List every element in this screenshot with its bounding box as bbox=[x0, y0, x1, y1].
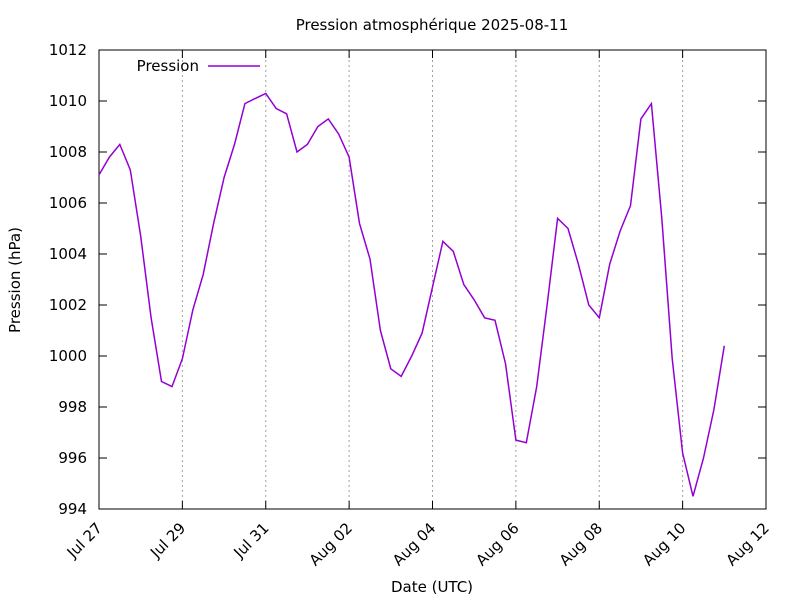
data-line bbox=[98, 92, 726, 497]
y-tick-label: 1012 bbox=[49, 41, 87, 59]
legend-label: Pression bbox=[137, 57, 199, 75]
y-tick-label: 1008 bbox=[49, 143, 87, 161]
y-tick-label: 1006 bbox=[49, 194, 87, 212]
x-axis-label: Date (UTC) bbox=[391, 578, 473, 596]
y-axis-label: Pression (hPa) bbox=[6, 227, 24, 333]
y-tick-label: 998 bbox=[58, 398, 87, 416]
y-tick-label: 1010 bbox=[49, 92, 87, 110]
y-tick-label: 1000 bbox=[49, 347, 87, 365]
plot-frame bbox=[98, 49, 767, 510]
y-tick-label: 994 bbox=[58, 500, 87, 518]
y-tick-label: 1004 bbox=[49, 245, 87, 263]
y-tick-label: 1002 bbox=[49, 296, 87, 314]
chart-title: Pression atmosphérique 2025-08-11 bbox=[296, 16, 569, 34]
y-tick-label: 996 bbox=[58, 449, 87, 467]
